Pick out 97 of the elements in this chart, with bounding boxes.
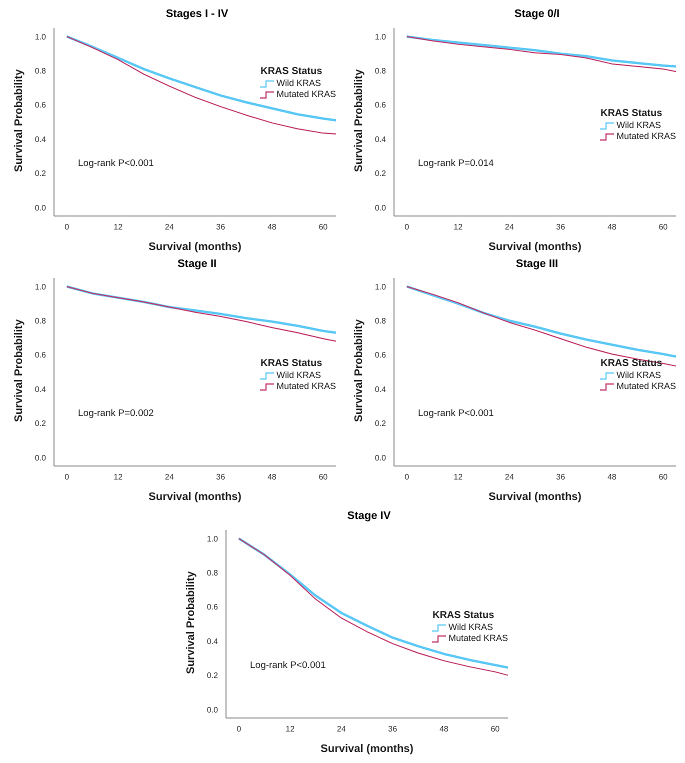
x-tick-label: 60	[658, 472, 668, 482]
y-tick-label: 0.4	[374, 384, 387, 394]
y-tick-label: 0.4	[374, 134, 387, 144]
x-tick-label: 12	[454, 222, 464, 232]
x-tick-label: 36	[388, 724, 398, 734]
y-tick-label: 0.2	[34, 419, 47, 428]
chart-title: Stage III	[514, 258, 560, 272]
y-tick-label: 0.6	[374, 350, 387, 360]
legend-label: Mutated KRAS	[616, 131, 676, 142]
x-tick-label: 24	[164, 222, 174, 232]
x-tick-label: 24	[164, 472, 174, 482]
y-tick-label: 0.6	[206, 602, 219, 612]
y-tick-label: 1.0	[34, 32, 47, 42]
annotation: Log-rank P<0.001	[78, 158, 154, 169]
legend-label: Wild KRAS	[276, 370, 321, 381]
y-tick-label: 0.6	[374, 100, 387, 110]
line-series	[66, 285, 336, 334]
legend-title: KRAS Status	[600, 358, 664, 369]
x-tick-label: 60	[658, 222, 668, 232]
y-tick-label: 0.2	[34, 169, 47, 178]
x-tick-label: 36	[216, 222, 226, 232]
x-tick-label: 24	[504, 472, 514, 482]
y-tick-label: 0.2	[374, 169, 387, 178]
legend-title: KRAS Status	[432, 610, 496, 621]
y-axis-title: Survival Probability	[12, 68, 25, 172]
legend-label: Wild KRAS	[616, 120, 661, 131]
x-tick-label: 12	[454, 472, 464, 482]
legend-label: Mutated KRAS	[616, 381, 676, 392]
y-tick-label: 1.0	[34, 282, 47, 292]
y-tick-label: 1.0	[374, 32, 387, 42]
y-tick-label: 0.0	[34, 203, 47, 212]
x-tick-label: 0	[64, 472, 70, 482]
legend-label: Mutated KRAS	[276, 381, 336, 392]
x-tick-label: 48	[267, 222, 277, 232]
annotation: Log-rank P=0.014	[418, 158, 494, 169]
y-tick-label: 0.0	[34, 453, 47, 462]
y-axis-title: Survival Probability	[12, 318, 25, 422]
y-tick-label: 0.0	[374, 203, 387, 212]
y-tick-label: 0.8	[34, 66, 47, 76]
chart-title: Stage IV	[346, 510, 392, 524]
x-axis-title: Survival (months)	[320, 743, 414, 755]
annotation: Log-rank P<0.001	[418, 408, 494, 419]
x-tick-label: 60	[318, 472, 328, 482]
x-tick-label: 48	[607, 472, 617, 482]
x-tick-label: 0	[404, 222, 410, 232]
legend-title: KRAS Status	[260, 358, 324, 369]
y-tick-label: 0.4	[34, 134, 47, 144]
line-series	[66, 286, 336, 342]
legend-label: Mutated KRAS	[448, 633, 508, 644]
x-tick-label: 48	[607, 222, 617, 232]
x-tick-label: 24	[504, 222, 514, 232]
y-tick-label: 0.8	[374, 66, 387, 76]
y-tick-label: 0.2	[206, 671, 219, 680]
y-tick-label: 0.8	[374, 316, 387, 326]
legend-label: Wild KRAS	[616, 370, 661, 381]
y-tick-label: 0.6	[34, 350, 47, 360]
y-tick-label: 0.4	[206, 636, 219, 646]
chart-title: Stages I - IV	[164, 8, 230, 22]
x-tick-label: 36	[556, 222, 566, 232]
y-axis-title: Survival Probability	[352, 318, 365, 422]
legend-label: Wild KRAS	[448, 622, 493, 633]
y-tick-label: 0.0	[374, 453, 387, 462]
legend-title: KRAS Status	[600, 108, 664, 119]
y-tick-label: 1.0	[374, 282, 387, 292]
x-tick-label: 48	[267, 472, 277, 482]
annotation: Log-rank P<0.001	[250, 660, 326, 671]
chart-title: Stage 0/I	[513, 8, 561, 22]
x-tick-label: 12	[114, 222, 124, 232]
x-tick-label: 36	[556, 472, 566, 482]
annotation: Log-rank P=0.002	[78, 408, 154, 419]
x-axis-title: Survival (months)	[148, 491, 242, 503]
chart-title: Stage II	[176, 258, 218, 272]
y-tick-label: 0.4	[34, 384, 47, 394]
x-axis-title: Survival (months)	[148, 241, 242, 253]
x-tick-label: 60	[318, 222, 328, 232]
legend-label: Wild KRAS	[276, 78, 321, 89]
x-tick-label: 36	[216, 472, 226, 482]
x-tick-label: 12	[114, 472, 124, 482]
x-tick-label: 0	[404, 472, 410, 482]
x-tick-label: 48	[439, 724, 449, 734]
x-tick-label: 60	[490, 724, 500, 734]
y-tick-label: 1.0	[206, 534, 219, 544]
y-tick-label: 0.8	[206, 568, 219, 578]
x-tick-label: 0	[64, 222, 70, 232]
y-tick-label: 0.2	[374, 419, 387, 428]
x-tick-label: 24	[336, 724, 346, 734]
legend-title: KRAS Status	[260, 66, 324, 77]
x-tick-label: 12	[286, 724, 296, 734]
y-tick-label: 0.8	[34, 316, 47, 326]
x-tick-label: 0	[236, 724, 242, 734]
y-tick-label: 0.0	[206, 705, 219, 714]
legend-label: Mutated KRAS	[276, 89, 336, 100]
y-axis-title: Survival Probability	[184, 570, 197, 674]
x-axis-title: Survival (months)	[488, 491, 582, 503]
x-axis-title: Survival (months)	[488, 241, 582, 253]
y-tick-label: 0.6	[34, 100, 47, 110]
y-axis-title: Survival Probability	[352, 68, 365, 172]
